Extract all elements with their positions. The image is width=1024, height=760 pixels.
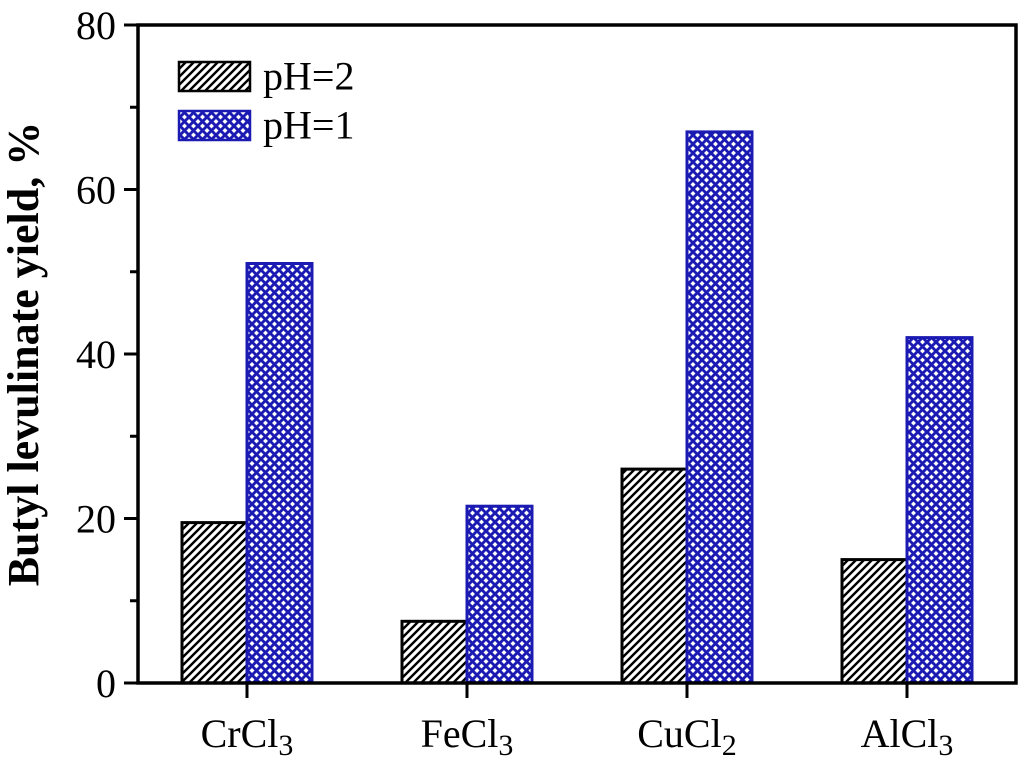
x-category-label: FeCl3 [421, 711, 514, 760]
bar-ph2-crcl3 [180, 521, 249, 685]
bar-ph1-crcl3 [245, 262, 314, 685]
legend-label-ph2: pH=2 [263, 54, 354, 99]
bar-ph1-alcl3 [905, 336, 974, 685]
bar-ph1-cucl2 [685, 130, 754, 685]
y-tick-label: 80 [76, 3, 116, 48]
bar-ph2-cucl2 [620, 467, 689, 685]
x-category-label: CuCl2 [637, 711, 736, 760]
x-category-label: CrCl3 [201, 711, 294, 760]
y-tick-label: 60 [76, 168, 116, 213]
bar-ph1-fecl3 [465, 504, 534, 685]
y-tick-label: 0 [96, 661, 116, 706]
bar-ph2-fecl3 [400, 619, 469, 685]
y-axis-title: Butyl levulinate yield, % [0, 122, 48, 586]
legend-label-ph1: pH=1 [263, 103, 354, 148]
legend-swatch-ph1 [177, 109, 252, 142]
y-tick-label: 40 [76, 332, 116, 377]
x-category-label: AlCl3 [861, 711, 954, 760]
legend-swatch-ph2 [177, 60, 252, 93]
bar-ph2-alcl3 [840, 558, 909, 685]
y-tick-label: 20 [76, 497, 116, 542]
